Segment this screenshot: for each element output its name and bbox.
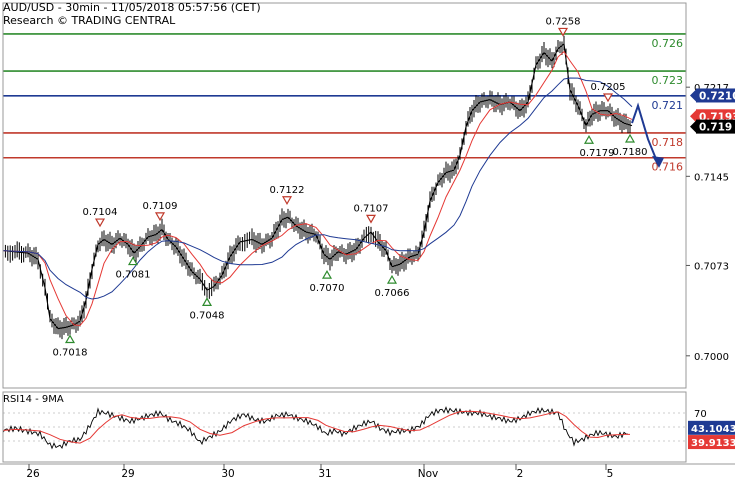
pivot-low-marker xyxy=(583,135,595,144)
pivot-low-label: 0.7081 xyxy=(116,270,151,281)
x-tick-label: 31 xyxy=(318,468,331,480)
x-tick-label: Nov xyxy=(418,468,439,480)
x-tick-label: 2 xyxy=(517,468,524,480)
rsi-value-tag xyxy=(688,435,735,450)
x-tick-label: 5 xyxy=(607,468,614,480)
pivot-low-marker xyxy=(321,269,333,279)
y-tick-label: 0.7000 xyxy=(694,352,729,363)
main-plot: 0.7260.7230.7210.7180.7160.70180.71040.7… xyxy=(2,16,686,359)
price-tag-pointer xyxy=(690,89,696,102)
rsi-frame xyxy=(2,391,687,463)
price-tag-pointer xyxy=(690,110,696,123)
rsi-value-tag-label: 39.9133 xyxy=(691,438,735,449)
chart-subtitle: Research © TRADING CENTRAL xyxy=(3,14,176,27)
pivot-high-label: 0.7122 xyxy=(270,185,305,196)
level-label: 0.721 xyxy=(652,99,684,112)
chart-title: AUD/USD - 30min - 11/05/2018 05:57:56 (C… xyxy=(3,1,261,14)
pivot-high-label: 0.7258 xyxy=(546,16,581,27)
pivot-low-marker xyxy=(386,274,398,284)
price-line xyxy=(2,42,633,330)
pivot-low-marker xyxy=(127,256,139,266)
level-label: 0.726 xyxy=(652,37,684,50)
rsi-value-tag xyxy=(688,420,735,435)
projection-arrowhead xyxy=(652,155,664,168)
main-frame xyxy=(2,2,687,389)
pivot-high-marker xyxy=(154,212,166,222)
rsi-title: RSI14 - 9MA xyxy=(3,394,64,405)
ma-fast-line xyxy=(2,50,633,327)
x-tick-label: 26 xyxy=(26,468,40,480)
pivot-high-label: 0.7107 xyxy=(354,203,389,214)
price-tag xyxy=(696,88,735,103)
y-tick-label: 0.7073 xyxy=(694,261,729,272)
pivot-high-label: 0.7104 xyxy=(83,207,118,218)
pivot-high-label: 0.7205 xyxy=(591,82,626,93)
price-tag-label: 0.719 xyxy=(699,122,732,134)
x-tick-label: 30 xyxy=(221,468,234,480)
pivot-high-marker xyxy=(557,27,569,37)
pivot-low-label: 0.7018 xyxy=(53,348,88,359)
pivot-high-marker xyxy=(365,214,377,224)
pivot-low-label: 0.7070 xyxy=(310,283,345,294)
rsi-ma-line xyxy=(2,410,630,444)
y-tick-label: 0.7145 xyxy=(694,172,729,183)
x-tick-label: 29 xyxy=(121,468,134,480)
pivot-low-marker xyxy=(64,334,76,344)
projection-arrow xyxy=(631,102,659,165)
pivot-low-marker xyxy=(624,133,636,143)
pivot-high-marker xyxy=(281,196,293,205)
price-tag-pointer xyxy=(690,120,696,133)
pivot-low-label: 0.7180 xyxy=(613,147,648,158)
ma-slow-line xyxy=(2,77,633,300)
pivot-low-label: 0.7048 xyxy=(190,310,225,321)
rsi-tick-label: 70 xyxy=(694,409,707,420)
pivot-high-marker xyxy=(94,218,106,228)
pivot-low-label: 0.7066 xyxy=(375,288,410,299)
pivot-high-label: 0.7109 xyxy=(143,201,178,212)
level-label: 0.723 xyxy=(652,74,684,87)
level-label: 0.718 xyxy=(652,136,684,149)
pivot-low-marker xyxy=(201,297,213,306)
pivot-low-label: 0.7179 xyxy=(580,148,615,159)
price-tag-label: 0.72103 xyxy=(699,90,735,102)
price-tag xyxy=(696,119,735,134)
rsi-line xyxy=(2,406,629,450)
rsi-value-tag-label: 43.1043 xyxy=(691,424,735,435)
pivot-high-marker xyxy=(602,93,614,103)
